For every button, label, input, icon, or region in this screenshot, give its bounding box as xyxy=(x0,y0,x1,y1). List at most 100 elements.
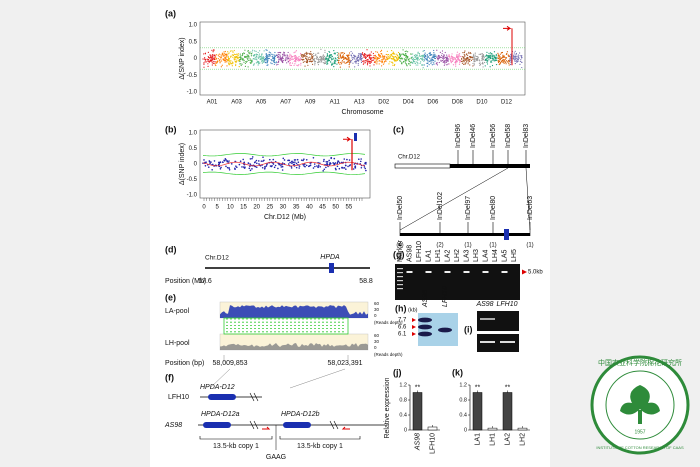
lane-label: LA2 xyxy=(444,249,451,262)
snp-dot xyxy=(440,56,442,59)
snp-dot xyxy=(300,57,302,59)
snp-dot xyxy=(441,50,444,52)
snp-dot xyxy=(404,62,406,64)
snp-dot xyxy=(419,57,422,60)
snp-dot xyxy=(311,53,313,56)
snp-dot xyxy=(297,65,299,67)
snp-dot xyxy=(207,51,209,53)
lane-label: LH2 xyxy=(454,249,461,262)
snp-dot xyxy=(226,61,228,63)
snp-dot xyxy=(506,51,509,53)
gel xyxy=(477,311,519,331)
snp-dot xyxy=(392,55,394,58)
snp-dot xyxy=(272,58,274,60)
snp-dot xyxy=(223,59,225,61)
snp-dot xyxy=(317,164,320,167)
snp-dot xyxy=(288,60,291,62)
snp-dot xyxy=(470,56,472,58)
snp-dot xyxy=(278,163,280,166)
snp-dot xyxy=(423,59,426,61)
snp-dot xyxy=(233,49,235,52)
snp-dot xyxy=(328,55,330,57)
snp-dot xyxy=(348,54,350,56)
arrow xyxy=(412,325,416,329)
snp-dot xyxy=(211,168,213,171)
snp-dot xyxy=(359,58,361,60)
snp-dot xyxy=(497,61,500,64)
snp-dot xyxy=(514,58,516,60)
snp-dot xyxy=(418,59,420,61)
snp-dot xyxy=(224,61,226,63)
band xyxy=(438,327,452,333)
snp-dot xyxy=(227,56,229,59)
snp-dot xyxy=(328,163,331,166)
snp-dot xyxy=(416,54,418,56)
lane-label: AS98 xyxy=(406,245,413,262)
snp-dot xyxy=(247,58,249,60)
snp-dot xyxy=(465,60,468,62)
snp-dot xyxy=(488,59,490,61)
snp-dot xyxy=(518,57,520,59)
snp-dot xyxy=(203,63,205,65)
panel-label: (b) xyxy=(165,124,177,134)
snp-dot xyxy=(204,164,207,167)
snp-dot xyxy=(422,58,424,61)
snp-dot xyxy=(333,157,336,160)
snp-dot xyxy=(241,57,243,59)
snp-dot xyxy=(291,62,294,64)
snp-dot xyxy=(491,64,494,67)
snp-dot xyxy=(417,64,419,66)
y-tick-label: 1.2 xyxy=(399,382,407,388)
snp-dot xyxy=(332,62,334,64)
snp-dot xyxy=(482,59,484,61)
snp-dot xyxy=(290,64,292,67)
chromosome-dots xyxy=(411,50,425,69)
snp-dot xyxy=(293,57,296,59)
snp-dot xyxy=(509,58,511,60)
panel-label: (i) xyxy=(464,324,473,334)
snp-dot xyxy=(269,52,272,54)
snp-dot xyxy=(447,58,449,61)
coverage xyxy=(220,305,368,318)
snp-dot xyxy=(313,55,315,57)
snp-dot xyxy=(289,53,291,55)
snp-dot xyxy=(334,57,336,59)
snp-dot xyxy=(225,58,227,61)
snp-dot xyxy=(248,53,250,55)
snp-dot xyxy=(322,59,324,61)
lane-label: LFH10 xyxy=(416,241,423,262)
snp-dot xyxy=(261,166,264,169)
snp-dot xyxy=(384,58,386,60)
snp-dot xyxy=(420,55,422,58)
snp-dot xyxy=(404,50,406,53)
snp-dot xyxy=(249,58,251,60)
snp-dot xyxy=(438,61,440,64)
y-tick-label: 0 xyxy=(194,162,198,168)
snp-dot xyxy=(235,57,237,59)
snp-dot xyxy=(229,62,232,64)
snp-dot xyxy=(300,52,302,55)
snp-dot xyxy=(422,50,424,52)
snp-dot xyxy=(482,61,484,63)
x-axis-title: Chr.D12 (Mb) xyxy=(264,214,306,221)
snp-dot xyxy=(481,53,483,55)
pool-label: LH-pool xyxy=(165,340,190,347)
snp-dot xyxy=(360,57,362,59)
snp-dot xyxy=(307,52,309,54)
snp-dot xyxy=(310,51,312,53)
snp-dot xyxy=(294,56,296,58)
snp-dot xyxy=(322,61,324,64)
snp-dot xyxy=(463,61,465,63)
snp-dot xyxy=(304,55,307,57)
band xyxy=(463,271,470,273)
snp-dot xyxy=(433,63,435,65)
y-tick-label: -1.0 xyxy=(187,193,198,199)
snp-dot xyxy=(516,55,518,57)
snp-dot xyxy=(347,165,349,168)
snp-dot xyxy=(314,54,317,56)
snp-dot xyxy=(479,60,481,62)
significance: ** xyxy=(415,384,421,391)
chromosome-dots xyxy=(435,49,449,66)
snp-dot xyxy=(474,55,476,58)
snp-dot xyxy=(334,61,336,63)
